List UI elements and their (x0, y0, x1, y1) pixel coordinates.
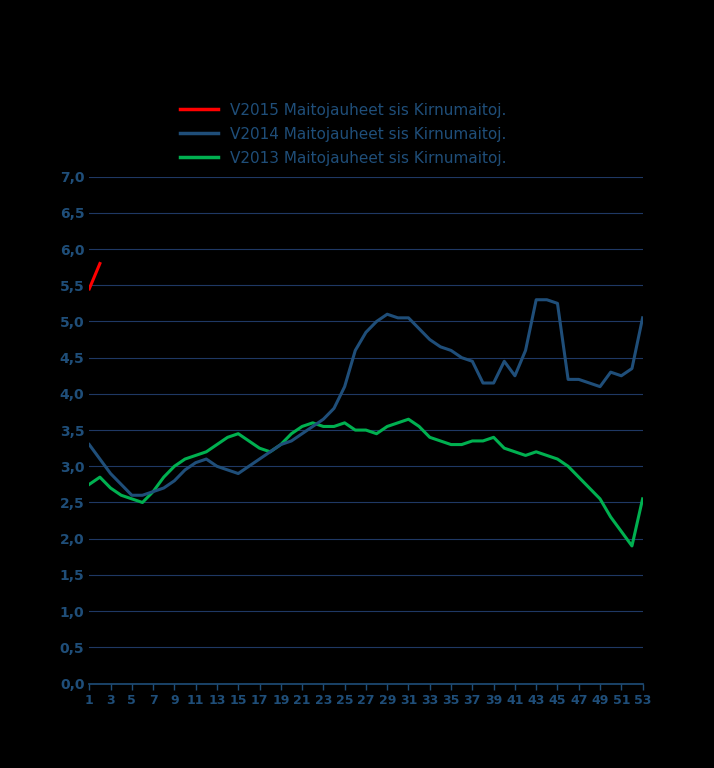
Legend: V2015 Maitojauheet sis Kirnumaitoj., V2014 Maitojauheet sis Kirnumaitoj., V2013 : V2015 Maitojauheet sis Kirnumaitoj., V20… (180, 103, 507, 166)
